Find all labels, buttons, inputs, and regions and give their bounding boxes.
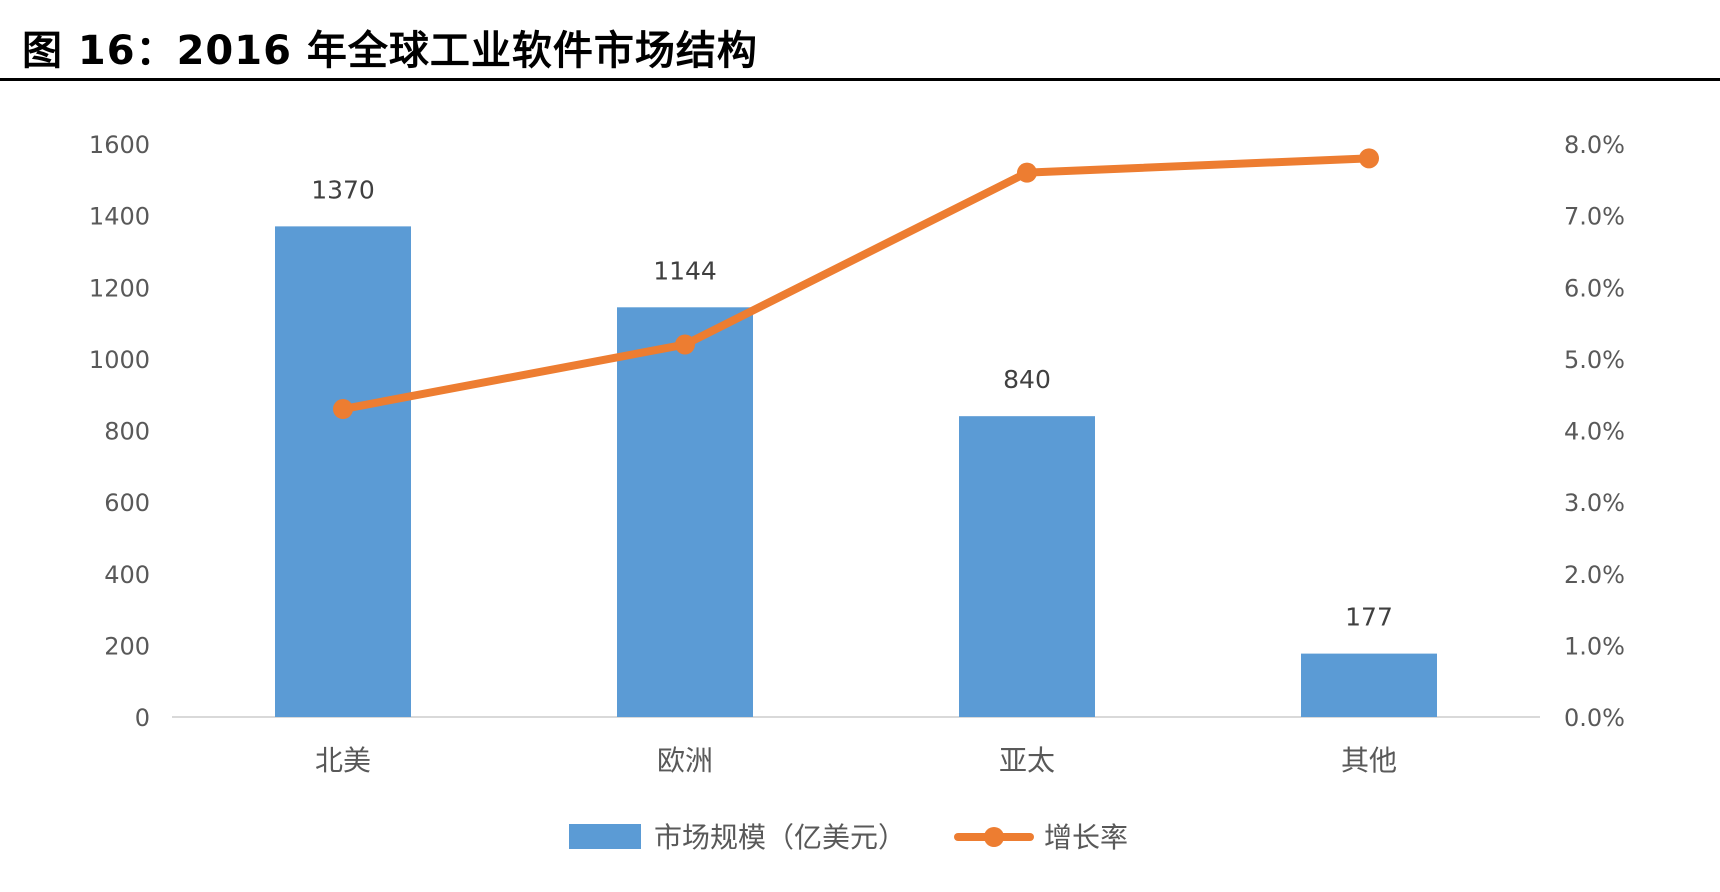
bar — [275, 226, 411, 717]
growth-marker — [333, 399, 353, 420]
legend-bar-label: 市场规模（亿美元） — [654, 821, 906, 854]
growth-marker — [1017, 162, 1037, 183]
category-label: 亚太 — [999, 744, 1055, 777]
right-axis-tick: 0.0% — [1564, 704, 1625, 732]
right-axis-tick: 7.0% — [1564, 203, 1625, 231]
category-label: 欧洲 — [657, 744, 713, 777]
left-axis-tick: 600 — [104, 489, 150, 517]
left-axis-tick: 1000 — [89, 346, 150, 374]
bar — [1301, 653, 1437, 717]
bar-data-label: 177 — [1345, 603, 1393, 632]
legend-line-marker — [984, 827, 1004, 847]
bar-data-label: 840 — [1003, 365, 1051, 394]
growth-marker — [675, 334, 695, 355]
growth-marker — [1359, 148, 1379, 169]
figure-title: 图 16：2016 年全球工业软件市场结构 — [22, 28, 758, 74]
left-axis-tick: 1200 — [89, 274, 150, 302]
bar-data-label: 1144 — [653, 256, 717, 285]
legend-line-label: 增长率 — [1044, 821, 1128, 854]
category-label: 其他 — [1341, 744, 1397, 777]
category-label: 北美 — [315, 744, 371, 777]
left-axis-tick: 400 — [104, 561, 150, 589]
right-axis-tick: 3.0% — [1564, 489, 1625, 517]
left-axis-tick: 1600 — [89, 131, 150, 159]
bar — [959, 416, 1095, 717]
legend-bar-swatch — [569, 824, 641, 849]
growth-line — [339, 154, 1373, 414]
bar — [617, 307, 753, 717]
right-axis-tick: 1.0% — [1564, 632, 1625, 660]
right-axis-tick: 6.0% — [1564, 274, 1625, 302]
right-axis-tick: 8.0% — [1564, 131, 1625, 159]
left-axis-tick: 200 — [104, 632, 150, 660]
left-axis-tick: 800 — [104, 418, 150, 446]
left-axis-tick: 1400 — [89, 203, 150, 231]
left-axis-tick: 0 — [135, 704, 150, 732]
title-rule — [0, 78, 1720, 81]
right-axis-tick: 4.0% — [1564, 418, 1625, 446]
bar-data-label: 1370 — [311, 175, 375, 204]
right-axis-tick: 2.0% — [1564, 561, 1625, 589]
right-axis-tick: 5.0% — [1564, 346, 1625, 374]
